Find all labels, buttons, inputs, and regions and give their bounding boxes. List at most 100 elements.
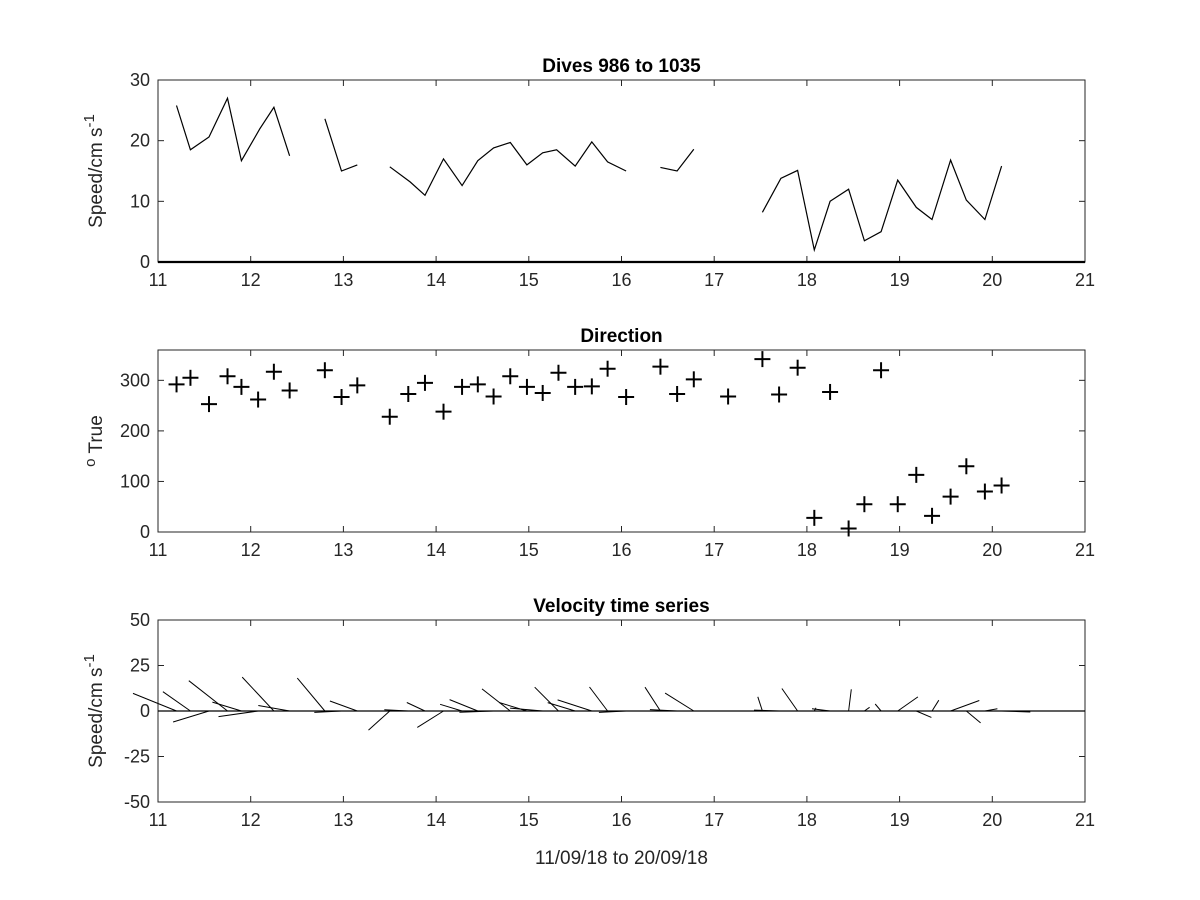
y-axis-label-superscript: -1 [81,114,98,127]
direction-marker [485,388,502,405]
direction-marker [889,496,906,513]
velocity-stick [547,702,576,712]
direction-marker [754,351,771,368]
direction-marker [993,477,1010,494]
velocity-stick [439,703,463,712]
x-tick-label: 16 [611,810,631,830]
direction-marker [349,377,366,394]
direction-marker [182,369,199,386]
velocity-stick [664,692,695,712]
velocity-stick [781,688,799,712]
velocity-stick [848,689,852,712]
velocity-stick [172,710,210,723]
direction-marker [789,359,806,376]
direction-marker [583,378,600,395]
x-tick-label: 12 [241,810,261,830]
x-tick-label: 15 [519,810,539,830]
x-tick-label: 21 [1075,810,1095,830]
x-tick-label: 18 [797,810,817,830]
axes-frame [157,79,1086,263]
direction-marker [333,389,350,406]
velocity-stick [212,701,242,712]
y-tick-label: 25 [130,656,150,676]
velocity-stick [132,692,177,712]
y-axis-label: Speed/cm s-1 [81,654,107,768]
direction-marker [219,368,236,385]
y-tick-label: 0 [140,701,150,721]
direction-marker [908,466,925,483]
velocity-stick [449,699,479,712]
velocity-stick [329,700,358,712]
direction-marker [502,368,519,385]
direction-marker [976,483,993,500]
velocity-stick [644,686,661,712]
panel-2: Direction 11 12 13 14 15 16 17 18 19 20 21 0 100 200 30… [82,326,1095,560]
x-tick-label: 16 [611,540,631,560]
velocity-stick [162,691,191,712]
x-tick-label: 11 [149,270,168,290]
y-tick-label: 10 [130,191,150,211]
direction-marker [840,520,857,537]
x-tick-label: 14 [426,810,446,830]
direction-marker [168,376,185,393]
direction-marker [316,362,333,379]
velocity-stick [557,699,592,712]
chart-title: Direction [580,326,662,347]
direction-marker [771,386,788,403]
direction-marker [435,403,452,420]
y-axis-label-superscript: o [82,458,99,466]
x-tick-label: 18 [797,270,817,290]
speed-line-segment [175,96,291,163]
y-tick-label: 300 [120,370,150,390]
x-tick-label: 15 [519,540,539,560]
x-tick-label: 13 [333,270,353,290]
y-tick-label: 50 [130,610,150,630]
x-tick-label: 20 [982,810,1002,830]
velocity-stick [916,710,932,718]
x-tick-label: 14 [426,540,446,560]
direction-marker [416,374,433,391]
y-axis-label-main: Speed/cm s [86,128,107,228]
velocity-stick [218,710,259,718]
direction-marker [550,364,567,381]
x-tick-label: 19 [890,810,910,830]
axes-frame [157,349,1086,533]
direction-marker [669,385,686,402]
velocity-stick [874,703,882,712]
velocity-stick [296,677,326,712]
velocity-stick [188,680,228,712]
velocity-stick [649,709,678,712]
y-tick-label: 0 [140,522,150,542]
x-tick-label: 19 [890,270,910,290]
x-tick-label: 11 [149,810,168,830]
direction-marker [281,382,298,399]
direction-marker [381,408,398,425]
speed-line-segment [389,140,627,197]
velocity-stick [753,709,780,712]
x-tick-label: 16 [611,270,631,290]
velocity-stick [931,699,940,712]
direction-marker [720,388,737,405]
direction-marker [618,389,635,406]
direction-marker [518,378,535,395]
direction-marker [265,363,282,380]
velocity-stick [1001,710,1031,713]
direction-marker [567,378,584,395]
chart-title: Velocity time series [533,596,709,617]
y-axis-label-main: True [86,415,107,458]
direction-marker [924,507,941,524]
speed-line-segment [324,118,358,172]
x-tick-label: 20 [982,270,1002,290]
y-axis-label-superscript: -1 [81,654,98,667]
x-tick-label: 20 [982,540,1002,560]
y-tick-label: 200 [120,421,150,441]
x-tick-label: 11 [149,540,168,560]
y-axis-label: o True [82,415,107,467]
velocity-stick [897,696,919,712]
velocity-stick [258,705,290,712]
velocity-stick [384,709,409,712]
direction-marker [200,396,217,413]
y-tick-label: -50 [124,792,150,812]
velocity-stick [984,708,998,712]
